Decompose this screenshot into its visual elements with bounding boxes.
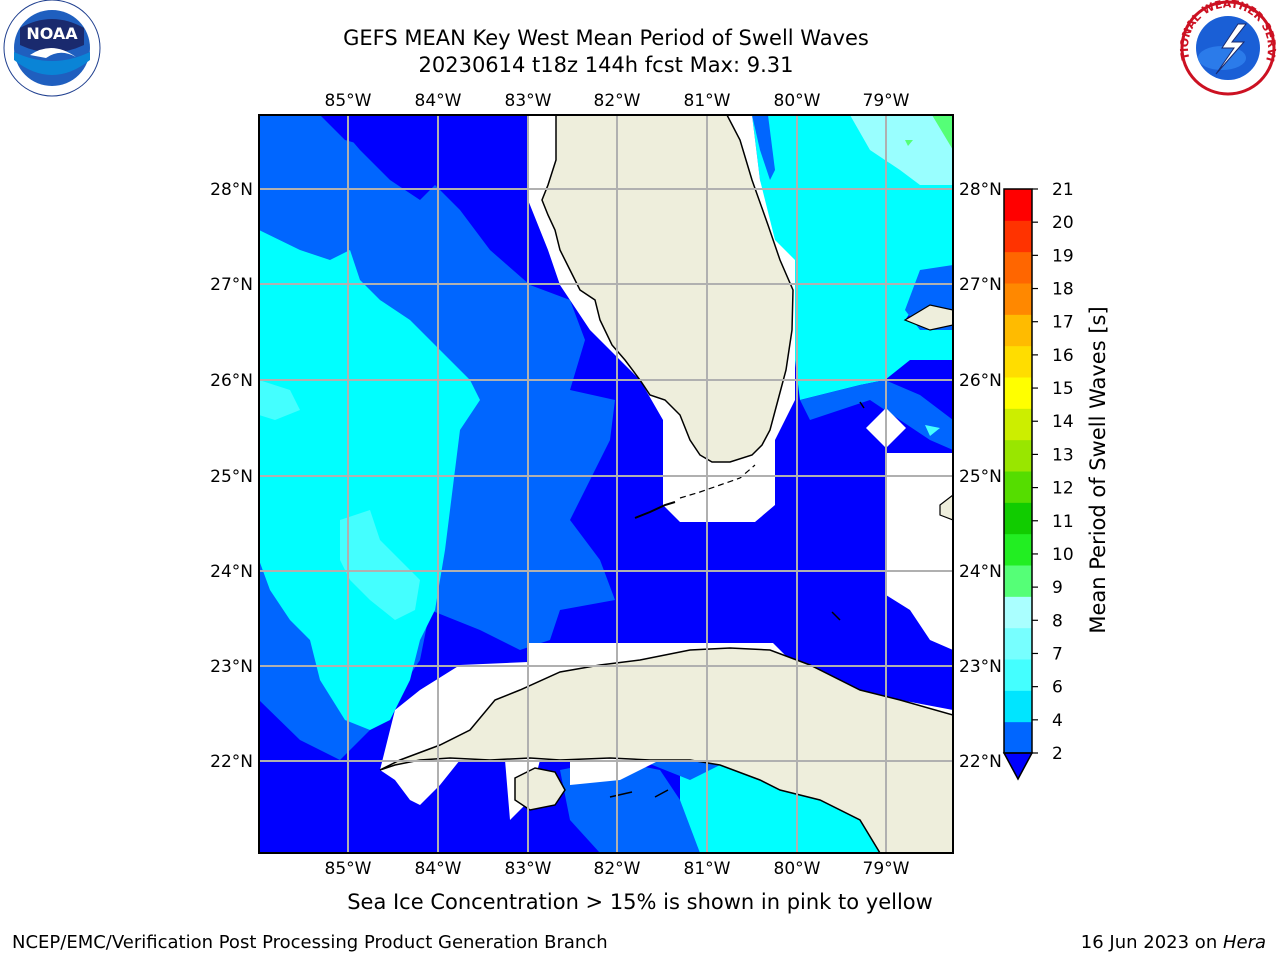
colorbar-tick-label: 9 [1052,578,1063,598]
colorbar-swatch [1004,565,1032,597]
colorbar-swatch [1004,533,1032,566]
lat-tick: 22°N [959,752,1002,772]
colorbar-tick-label: 4 [1052,711,1063,731]
colorbar-swatch [1004,314,1032,347]
colorbar-swatch [1004,220,1032,253]
nws-logo-text: NATIONAL WEATHER SERVICE [0,0,1278,63]
lon-tick: 81°W [684,859,731,879]
lon-ticks-bottom: 85°W 84°W 83°W 82°W 81°W 80°W 79°W [325,859,910,879]
colorbar-tick-label: 2 [1052,744,1063,764]
colorbar-tick-label: 11 [1052,512,1074,532]
colorbar-tick-label: 16 [1052,346,1074,366]
lat-ticks-left: 28°N 27°N 26°N 25°N 24°N 23°N 22°N [210,180,253,772]
ocean-cyan-east [752,115,953,400]
noaa-logo: NOAA [3,0,101,97]
nws-logo: NATIONAL WEATHER SERVICE [0,0,1278,96]
footer-host: Hera [1222,932,1266,953]
colorbar-tick-label: 15 [1052,379,1074,399]
cuba-land [379,647,953,853]
colorbar-tick-label: 12 [1052,479,1074,499]
colorbar-tick-label: 14 [1052,412,1074,432]
ocean-cyan-south [680,760,880,853]
lat-ticks-right: 28°N 27°N 26°N 25°N 24°N 23°N 22°N [959,180,1002,772]
lon-tick: 85°W [325,91,372,111]
lon-tick: 80°W [774,859,821,879]
colorbar-tick-label: 7 [1052,644,1063,664]
colorbar-swatch [1004,251,1032,284]
colorbar-under-arrow [1002,752,1034,781]
lat-tick: 24°N [959,562,1002,582]
colorbar-swatch [1004,502,1032,535]
florida-land [541,115,794,463]
lon-tick: 79°W [863,859,910,879]
colorbar-frame [1003,188,1033,754]
lat-tick: 23°N [210,657,253,677]
sea-ice-note: Sea Ice Concentration > 15% is shown in … [347,890,933,914]
lat-tick: 26°N [959,371,1002,391]
lon-tick: 83°W [505,91,552,111]
lat-tick: 25°N [210,467,253,487]
lat-tick: 28°N [210,180,253,200]
lat-tick: 27°N [210,275,253,295]
ocean-pale-east [850,115,953,185]
map-subtitle: 20230614 t18z 144h fcst Max: 9.31 [418,53,794,77]
lat-tick: 27°N [959,275,1002,295]
colorbar-swatch [1004,345,1032,378]
colorbar-label: Mean Period of Swell Waves [s] [1086,306,1110,633]
ocean-light-west [340,510,420,620]
ocean-cyan-west [259,230,480,730]
lat-tick: 23°N [959,657,1002,677]
graticule [259,115,953,853]
map-frame [258,114,954,854]
map-area [259,115,953,853]
colorbar-tick-label: 13 [1052,445,1074,465]
noaa-logo-text: NOAA [26,24,78,43]
lon-tick: 82°W [594,859,641,879]
colorbar-tick-label: 17 [1052,313,1074,333]
footer-date-text: 16 Jun 2023 on [1080,932,1223,953]
lat-tick: 25°N [959,467,1002,487]
colorbar-tick-label: 6 [1052,678,1063,698]
lon-tick: 84°W [415,859,462,879]
colorbar-tick-label: 19 [1052,246,1074,266]
lat-tick: 26°N [210,371,253,391]
colorbar-swatch [1004,690,1032,723]
colorbar: 21 20 19 18 17 16 15 14 13 12 11 10 9 8 7 6 4 2 [1002,180,1074,781]
footer-branch: NCEP/EMC/Verification Post Processing Pr… [12,932,608,953]
colorbar-swatch [1004,189,1032,221]
footer-date: 16 Jun 2023 on Hera [1081,932,1266,953]
colorbar-swatch [1004,627,1032,660]
colorbar-tick-label: 20 [1052,213,1074,233]
lon-tick: 83°W [505,859,552,879]
no-data-bahamas [886,453,953,650]
colorbar-swatch [1004,439,1032,472]
colorbar-swatch [1004,596,1032,629]
colorbar-swatch [1004,721,1032,754]
colorbar-swatch [1004,408,1032,441]
colorbar-tick-label: 18 [1052,280,1074,300]
lon-tick: 85°W [325,859,372,879]
colorbar-swatch [1004,659,1032,691]
lon-tick: 81°W [684,91,731,111]
lon-tick: 84°W [415,91,462,111]
lon-tick: 82°W [594,91,641,111]
colorbar-tick-label: 8 [1052,611,1063,631]
colorbar-swatch [1004,377,1032,409]
colorbar-swatch [1004,471,1032,503]
colorbar-tick-label: 21 [1052,180,1074,200]
lon-tick: 80°W [774,91,821,111]
lon-tick: 79°W [863,91,910,111]
lat-tick: 28°N [959,180,1002,200]
colorbar-tick-label: 10 [1052,545,1074,565]
lat-tick: 24°N [210,562,253,582]
map-title: GEFS MEAN Key West Mean Period of Swell … [343,26,869,50]
florida-keys [634,501,676,519]
lon-ticks-top: 85°W 84°W 83°W 82°W 81°W 80°W 79°W [325,91,910,111]
lat-tick: 22°N [210,752,253,772]
colorbar-swatch [1004,283,1032,315]
